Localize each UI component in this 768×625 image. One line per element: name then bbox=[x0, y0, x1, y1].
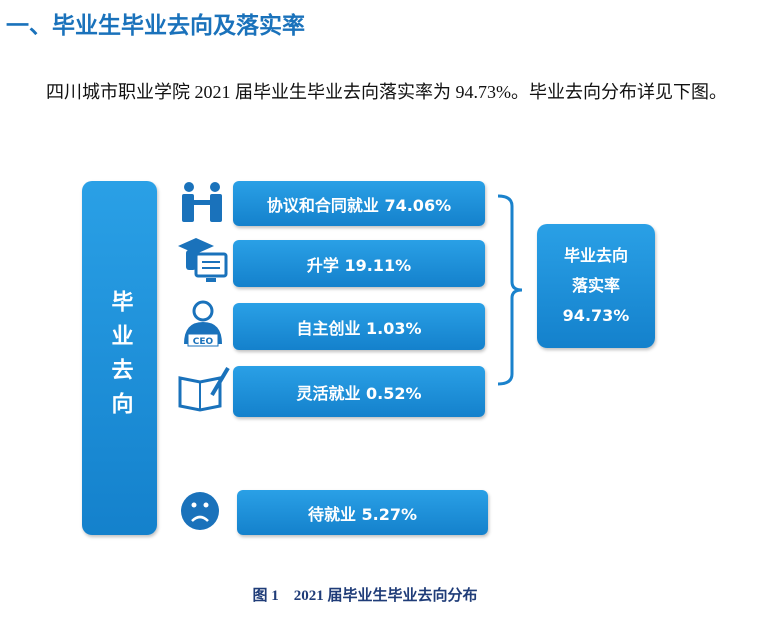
side-label: 毕业去向 bbox=[107, 290, 133, 426]
icon bbox=[203, 502, 209, 508]
item-label: 灵活就业 0.52% bbox=[296, 383, 422, 403]
item-label: 协议和合同就业 74.06% bbox=[266, 195, 452, 215]
item-box: 待就业 5.27% bbox=[237, 490, 488, 535]
item-box: 协议和合同就业 74.06% bbox=[233, 181, 485, 226]
icon bbox=[191, 502, 197, 508]
icon bbox=[206, 278, 216, 282]
section-title: 一、毕业生毕业去向及落实率 bbox=[6, 13, 305, 39]
icon-text: CEO bbox=[193, 337, 214, 347]
summary-line: 毕业去向 bbox=[563, 246, 628, 265]
item-label: 自主创业 1.03% bbox=[296, 318, 422, 338]
icon bbox=[184, 322, 222, 344]
side-label-box: 毕业去向 bbox=[82, 181, 157, 535]
brace bbox=[497, 194, 523, 386]
icon bbox=[210, 182, 220, 192]
icon bbox=[181, 492, 219, 530]
paragraph: 四川城市职业学院 2021 届毕业生毕业去向落实率为 94.73%。毕业去向分布… bbox=[46, 82, 727, 102]
summary-box: 毕业去向 落实率 94.73% bbox=[537, 224, 655, 348]
icon bbox=[192, 300, 214, 322]
item-label: 升学 19.11% bbox=[306, 255, 412, 275]
icon bbox=[191, 515, 209, 522]
icon bbox=[194, 252, 228, 278]
icon bbox=[187, 333, 219, 347]
icon bbox=[210, 194, 222, 222]
summary-line: 落实率 bbox=[571, 276, 620, 295]
item-box: 升学 19.11% bbox=[233, 240, 485, 287]
icon bbox=[178, 238, 214, 254]
icon bbox=[210, 366, 230, 397]
summary-line: 94.73% bbox=[562, 306, 630, 325]
figure-caption: 图 1 2021 届毕业生毕业去向分布 bbox=[252, 588, 478, 604]
item-box: 灵活就业 0.52% bbox=[233, 366, 485, 417]
item-box: 自主创业 1.03% bbox=[233, 303, 485, 350]
icon bbox=[178, 376, 222, 412]
icon bbox=[184, 182, 194, 192]
icon bbox=[186, 250, 196, 270]
item-label: 待就业 5.27% bbox=[307, 504, 418, 524]
icon bbox=[202, 261, 220, 263]
icon bbox=[182, 194, 194, 222]
icons bbox=[178, 182, 230, 530]
icon bbox=[202, 267, 220, 269]
icon bbox=[194, 200, 210, 205]
